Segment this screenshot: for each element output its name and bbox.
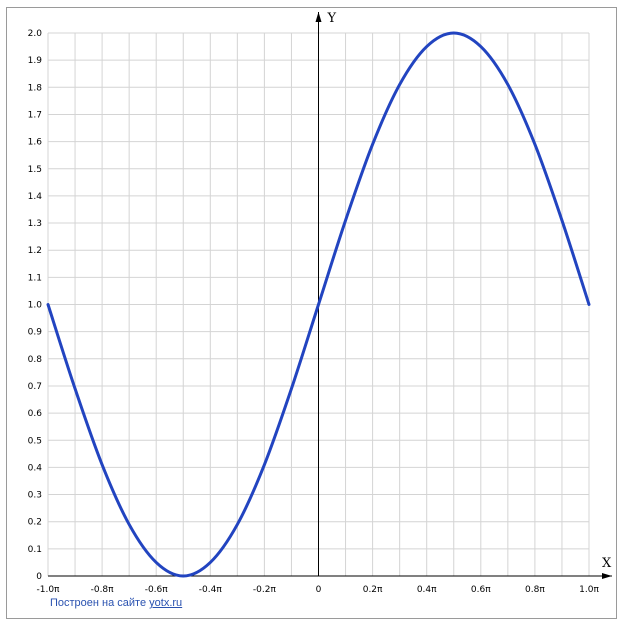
x-tick-label: -1.0π xyxy=(37,585,61,595)
x-tick-label: -0.6π xyxy=(145,585,169,595)
y-tick-label: 0.5 xyxy=(28,436,42,446)
y-tick-label: 1.7 xyxy=(28,110,42,120)
y-axis-label: Y xyxy=(327,11,337,26)
y-axis-arrow xyxy=(315,12,322,22)
x-tick-label: 1.0π xyxy=(579,585,599,595)
x-tick-label: -0.2π xyxy=(253,585,277,595)
credit-text: Построен на сайте xyxy=(50,597,150,609)
y-tick-label: 0.1 xyxy=(28,545,42,555)
x-axis-arrow xyxy=(602,573,612,579)
x-tick-label: 0 xyxy=(316,585,322,595)
y-tick-label: 0.6 xyxy=(28,409,43,419)
y-tick-label: 0 xyxy=(36,572,42,582)
x-tick-label: 0.2π xyxy=(363,585,383,595)
y-tick-label: 1.8 xyxy=(28,83,43,93)
y-tick-label: 1.9 xyxy=(28,56,43,66)
y-tick-label: 0.4 xyxy=(28,463,43,473)
x-tick-label: 0.4π xyxy=(417,585,437,595)
y-tick-label: 1.2 xyxy=(28,246,42,256)
y-tick-label: 0.7 xyxy=(28,382,42,392)
x-tick-label: 0.8π xyxy=(525,585,545,595)
y-tick-label: 1.0 xyxy=(28,301,43,311)
x-tick-label: 0.6π xyxy=(471,585,491,595)
y-tick-label: 1.4 xyxy=(28,192,43,202)
series-layer xyxy=(46,31,591,578)
y-tick-label: 1.6 xyxy=(28,138,43,148)
y-tick-labels: 0 0.1 0.2 0.3 0.4 0.5 0.6 0.7 0.8 0.9 1.0 1.1 1.2 1.3… xyxy=(28,29,43,582)
x-axis-label: X xyxy=(602,556,612,571)
y-tick-label: 0.3 xyxy=(28,491,42,501)
x-tick-labels: -1.0π -0.8π -0.6π -0.4π -0.2π 0 0.2π 0.4π 0.6π 0.… xyxy=(37,585,600,595)
site-credit: Построен на сайте yotx.ru xyxy=(50,597,182,609)
x-tick-label: -0.8π xyxy=(91,585,115,595)
credit-link[interactable]: yotx.ru xyxy=(149,597,183,609)
y-tick-label: 0.8 xyxy=(28,355,43,365)
y-tick-label: 1.3 xyxy=(28,219,42,229)
y-tick-label: 0.9 xyxy=(28,328,43,338)
y-tick-label: 2.0 xyxy=(28,29,43,39)
y-tick-label: 1.1 xyxy=(28,273,42,283)
y-tick-label: 0.2 xyxy=(28,518,42,528)
series-line xyxy=(46,31,591,578)
axes xyxy=(48,12,612,579)
y-tick-label: 1.5 xyxy=(28,165,42,175)
x-tick-label: -0.4π xyxy=(199,585,223,595)
chart-frame xyxy=(6,7,617,619)
